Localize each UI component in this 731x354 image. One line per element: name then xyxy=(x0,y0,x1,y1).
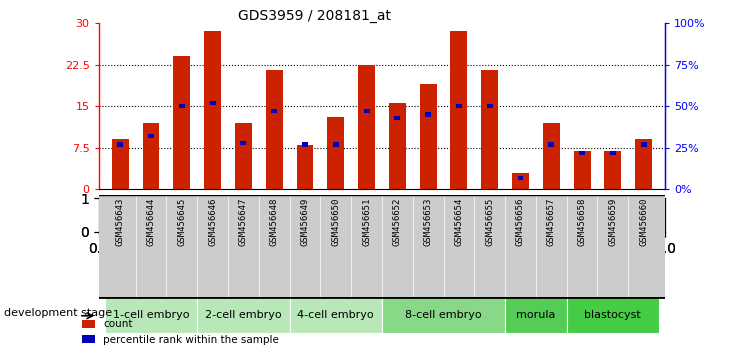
Text: GSM456658: GSM456658 xyxy=(577,198,586,246)
Bar xyxy=(302,142,308,147)
Bar xyxy=(117,142,124,147)
Text: GSM456646: GSM456646 xyxy=(208,198,217,246)
Bar xyxy=(105,297,197,333)
Text: GDS3959 / 208181_at: GDS3959 / 208181_at xyxy=(238,9,391,23)
Bar xyxy=(605,150,621,189)
Text: blastocyst: blastocyst xyxy=(585,310,641,320)
Bar xyxy=(548,142,554,147)
Bar xyxy=(358,65,375,189)
Bar xyxy=(382,297,505,333)
Bar xyxy=(240,141,246,145)
Bar xyxy=(574,150,591,189)
Bar xyxy=(640,142,647,147)
Text: GSM456657: GSM456657 xyxy=(547,198,556,246)
Text: 1-cell embryo: 1-cell embryo xyxy=(113,310,189,320)
Bar xyxy=(197,297,289,333)
Bar xyxy=(518,176,523,180)
Bar xyxy=(204,32,221,189)
Bar xyxy=(487,104,493,108)
Bar xyxy=(297,145,314,189)
Bar xyxy=(327,117,344,189)
Text: GSM456649: GSM456649 xyxy=(300,198,309,246)
Text: GSM456644: GSM456644 xyxy=(146,198,156,246)
Bar xyxy=(450,32,467,189)
Bar xyxy=(395,116,401,120)
Bar xyxy=(271,109,277,113)
Bar xyxy=(333,142,338,147)
Text: 8-cell embryo: 8-cell embryo xyxy=(405,310,482,320)
Bar xyxy=(635,139,652,189)
Text: GSM456651: GSM456651 xyxy=(362,198,371,246)
Text: GSM456652: GSM456652 xyxy=(393,198,402,246)
Bar xyxy=(143,123,159,189)
Text: GSM456645: GSM456645 xyxy=(178,198,186,246)
Bar xyxy=(173,56,190,189)
Bar xyxy=(420,84,436,189)
Bar xyxy=(289,297,382,333)
Bar xyxy=(179,104,185,108)
Bar xyxy=(210,101,216,105)
Bar xyxy=(567,297,659,333)
Bar xyxy=(235,123,252,189)
Text: morula: morula xyxy=(516,310,556,320)
Text: GSM456647: GSM456647 xyxy=(239,198,248,246)
Text: GSM456655: GSM456655 xyxy=(485,198,494,246)
Bar xyxy=(543,123,560,189)
Text: GSM456659: GSM456659 xyxy=(608,198,618,246)
Text: GSM456643: GSM456643 xyxy=(115,198,125,246)
Bar xyxy=(389,103,406,189)
Text: GSM456648: GSM456648 xyxy=(270,198,279,246)
Text: GSM456656: GSM456656 xyxy=(516,198,525,246)
Legend: count, percentile rank within the sample: count, percentile rank within the sample xyxy=(78,315,284,349)
Text: development stage: development stage xyxy=(4,308,112,318)
Text: GSM456650: GSM456650 xyxy=(331,198,340,246)
Text: 2-cell embryo: 2-cell embryo xyxy=(205,310,281,320)
Bar xyxy=(505,297,567,333)
Text: GSM456660: GSM456660 xyxy=(639,198,648,246)
Text: GSM456654: GSM456654 xyxy=(455,198,463,246)
Bar xyxy=(610,151,616,155)
Bar xyxy=(425,113,431,116)
Bar xyxy=(456,104,462,108)
Bar xyxy=(148,134,154,138)
Bar xyxy=(363,109,369,113)
Bar xyxy=(579,151,585,155)
Bar xyxy=(481,70,499,189)
Bar xyxy=(512,173,529,189)
Bar xyxy=(265,70,283,189)
Text: 4-cell embryo: 4-cell embryo xyxy=(298,310,374,320)
Bar xyxy=(112,139,129,189)
Text: GSM456653: GSM456653 xyxy=(424,198,433,246)
